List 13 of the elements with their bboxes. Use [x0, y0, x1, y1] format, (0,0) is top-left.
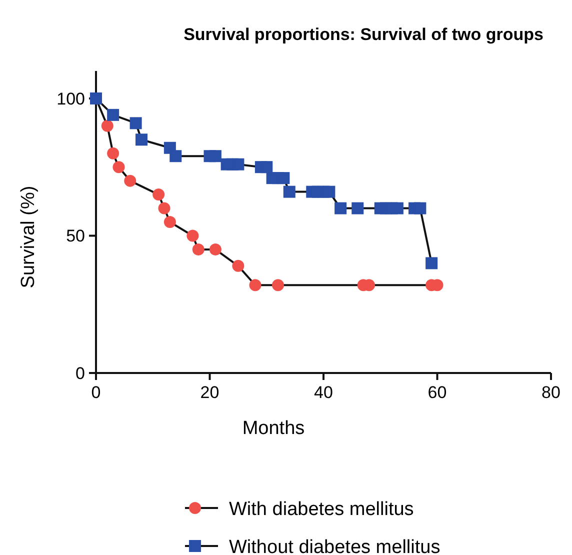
y-tick-label: 50	[66, 226, 85, 246]
y-axis-title: Survival (%)	[18, 186, 39, 288]
legend-label: Without diabetes mellitus	[229, 537, 440, 555]
x-tick-label: 20	[200, 383, 220, 402]
x-tick-label: 40	[314, 383, 333, 402]
x-tick-label: 80	[542, 383, 560, 402]
x-tick-label: 60	[428, 383, 447, 402]
y-tick-label: 100	[56, 89, 85, 108]
legend-label: With diabetes mellitus	[229, 499, 414, 520]
y-tick-label: 0	[76, 364, 85, 383]
chart-title: Survival proportions: Survival of two groups	[184, 25, 544, 44]
x-axis-title: Months	[242, 418, 305, 439]
x-tick-label: 0	[91, 383, 101, 402]
